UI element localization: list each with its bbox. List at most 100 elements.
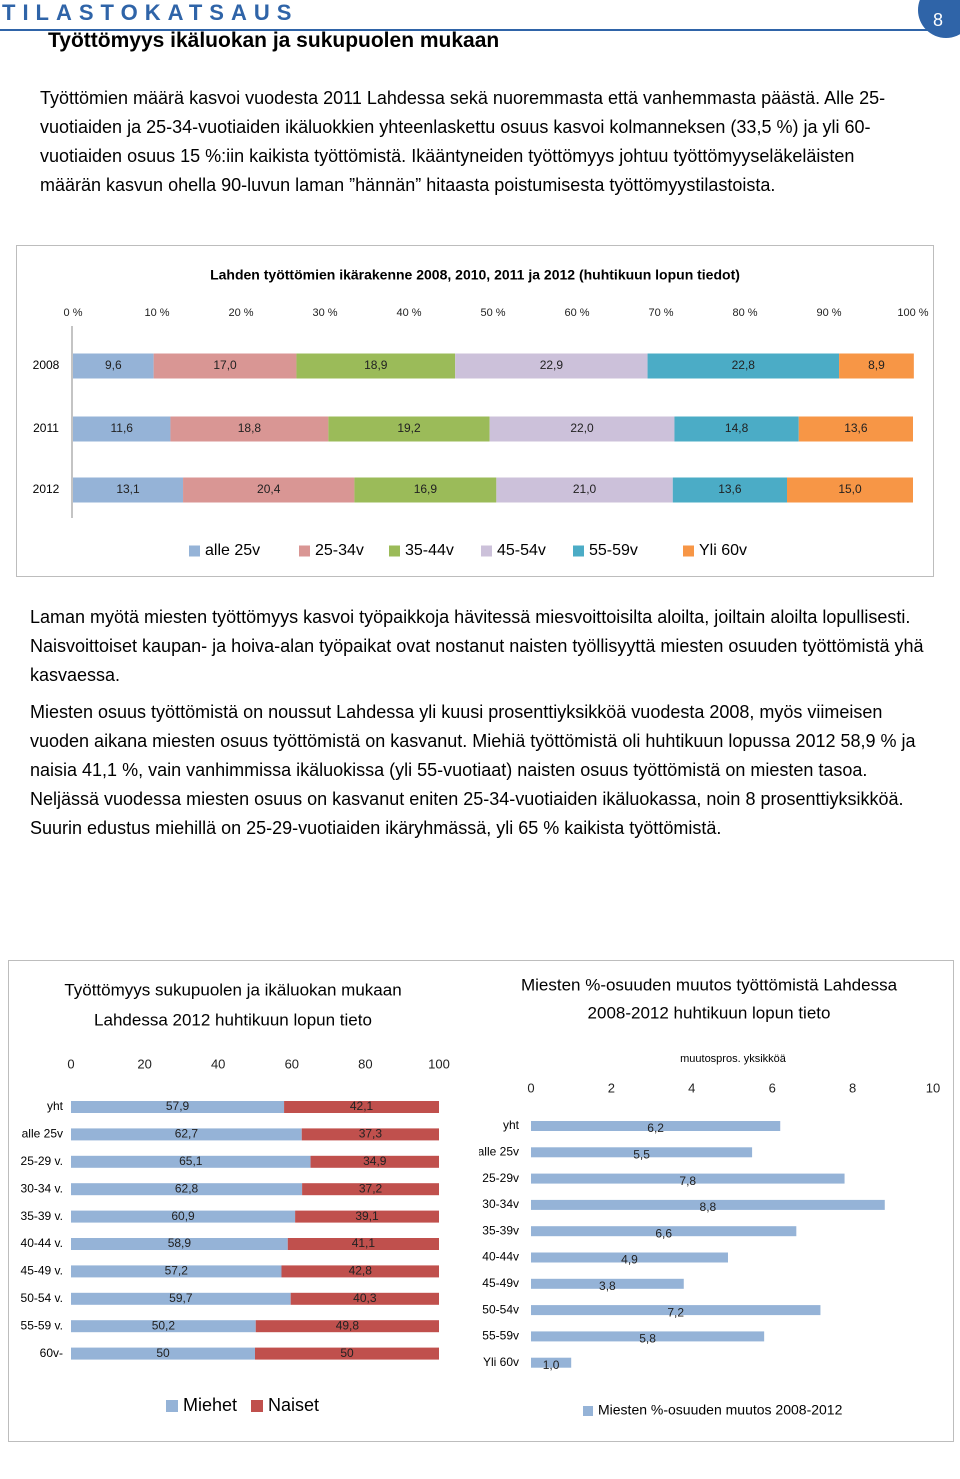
x-tick-label: 0 — [67, 1056, 74, 1071]
category-label: 30-34v — [482, 1197, 519, 1211]
value-label: 1,0 — [543, 1358, 560, 1372]
value-label: 6,2 — [647, 1121, 664, 1135]
x-tick-label: 60 % — [564, 307, 589, 319]
x-tick-label: 10 — [926, 1080, 940, 1095]
value-label: 22,0 — [570, 421, 594, 435]
bar — [183, 477, 355, 503]
bar — [310, 1155, 439, 1168]
value-label: 8,9 — [868, 358, 885, 372]
x-tick-label: 100 — [428, 1056, 450, 1071]
legend-label: Miesten %-osuuden muutos 2008-2012 — [598, 1402, 843, 1418]
legend-label: 25-34v — [315, 542, 364, 559]
x-tick-label: 30 % — [312, 307, 337, 319]
x-tick-label: 20 — [137, 1056, 151, 1071]
value-label: 21,0 — [573, 482, 597, 496]
x-tick-label: 4 — [688, 1080, 695, 1095]
page-number: 8 — [933, 10, 944, 30]
bar — [255, 1320, 439, 1333]
value-label: 65,1 — [179, 1154, 203, 1168]
value-label: 59,7 — [169, 1291, 193, 1305]
category-label: alle 25v — [479, 1144, 519, 1158]
bar — [328, 416, 490, 442]
value-label: 22,9 — [540, 358, 564, 372]
bar — [71, 1265, 282, 1278]
paragraph: Työttömien määrä kasvoi vuodesta 2011 La… — [40, 88, 886, 195]
x-tick-label: 20 % — [228, 307, 253, 319]
legend-swatch — [583, 1406, 593, 1416]
bar — [73, 353, 154, 379]
value-label: 13,1 — [116, 482, 140, 496]
category-label: yht — [503, 1118, 520, 1132]
bar — [71, 1238, 288, 1250]
legend-label: 45-54v — [497, 542, 546, 559]
value-label: 18,8 — [238, 421, 262, 435]
bar — [674, 416, 799, 442]
value-label: 6,6 — [655, 1226, 672, 1240]
bar — [354, 477, 497, 503]
bar — [455, 353, 648, 379]
category-label: 55-59v — [482, 1329, 519, 1343]
bar — [284, 1101, 439, 1113]
category-label: 40-44v — [482, 1250, 519, 1264]
value-label: 37,3 — [359, 1127, 383, 1141]
value-label: 20,4 — [257, 482, 281, 496]
legend-label: Naiset — [268, 1395, 319, 1415]
value-label: 41,1 — [352, 1236, 376, 1250]
value-label: 57,9 — [166, 1099, 190, 1113]
bar — [839, 353, 914, 379]
bar — [255, 1347, 439, 1360]
bar — [647, 353, 840, 379]
category-label: 35-39v — [482, 1223, 519, 1237]
chart-frame: Lahden työttömien ikärakenne 2008, 2010,… — [16, 245, 934, 577]
paragraph: Laman myötä miesten työttömyys kasvoi ty… — [30, 607, 924, 685]
category-label: 2008 — [33, 358, 60, 372]
category-label: 50-54 v. — [21, 1291, 63, 1305]
legend-label: 55-59v — [589, 542, 638, 559]
value-label: 4,9 — [621, 1253, 638, 1267]
value-label: 50 — [156, 1346, 170, 1360]
category-label: Yli 60v — [483, 1355, 519, 1369]
bar — [531, 1252, 728, 1263]
value-label: 37,2 — [359, 1181, 383, 1195]
value-label: 7,2 — [667, 1305, 684, 1319]
legend-swatch — [573, 545, 584, 557]
value-label: 42,1 — [350, 1099, 374, 1113]
logo: TILASTOKATSAUS — [2, 0, 299, 25]
category-label: 55-59 v. — [21, 1318, 63, 1332]
x-tick-label: 40 — [211, 1056, 225, 1071]
bar — [531, 1121, 781, 1131]
value-label: 11,6 — [110, 421, 133, 435]
value-label: 16,9 — [414, 482, 438, 496]
category-label: 60v- — [40, 1346, 63, 1360]
bar — [153, 353, 297, 379]
category-label: 45-49 v. — [21, 1264, 63, 1278]
legend-swatch — [189, 545, 200, 557]
bar — [295, 1210, 439, 1223]
x-tick-label: 6 — [769, 1080, 776, 1095]
value-label: 8,8 — [700, 1200, 717, 1214]
value-label: 22,8 — [732, 358, 756, 372]
legend-swatch — [481, 545, 492, 557]
value-label: 58,9 — [168, 1236, 192, 1250]
bar — [71, 1101, 285, 1113]
x-tick-label: 50 % — [480, 307, 505, 319]
x-tick-label: 80 — [358, 1056, 372, 1071]
bar — [302, 1183, 439, 1196]
x-tick-label: 10 % — [144, 307, 169, 319]
value-label: 49,8 — [336, 1318, 360, 1332]
bar — [531, 1278, 684, 1289]
bar — [71, 1128, 302, 1141]
chart: Lahden työttömien ikärakenne 2008, 2010,… — [33, 267, 929, 560]
bar — [71, 1347, 255, 1360]
category-label: 25-29v — [482, 1171, 519, 1185]
value-label: 39,1 — [355, 1209, 379, 1223]
bar — [531, 1331, 765, 1342]
value-label: 62,7 — [175, 1127, 199, 1141]
category-label: 30-34 v. — [21, 1181, 63, 1195]
category-label: yht — [47, 1099, 64, 1113]
value-label: 17,0 — [213, 358, 237, 372]
bar — [301, 1128, 439, 1141]
chart-frame: Työttömyys sukupuolen ja ikäluokan mukaa… — [8, 960, 954, 1442]
category-label: 2011 — [33, 421, 59, 435]
category-label: 25-29 v. — [21, 1154, 63, 1168]
